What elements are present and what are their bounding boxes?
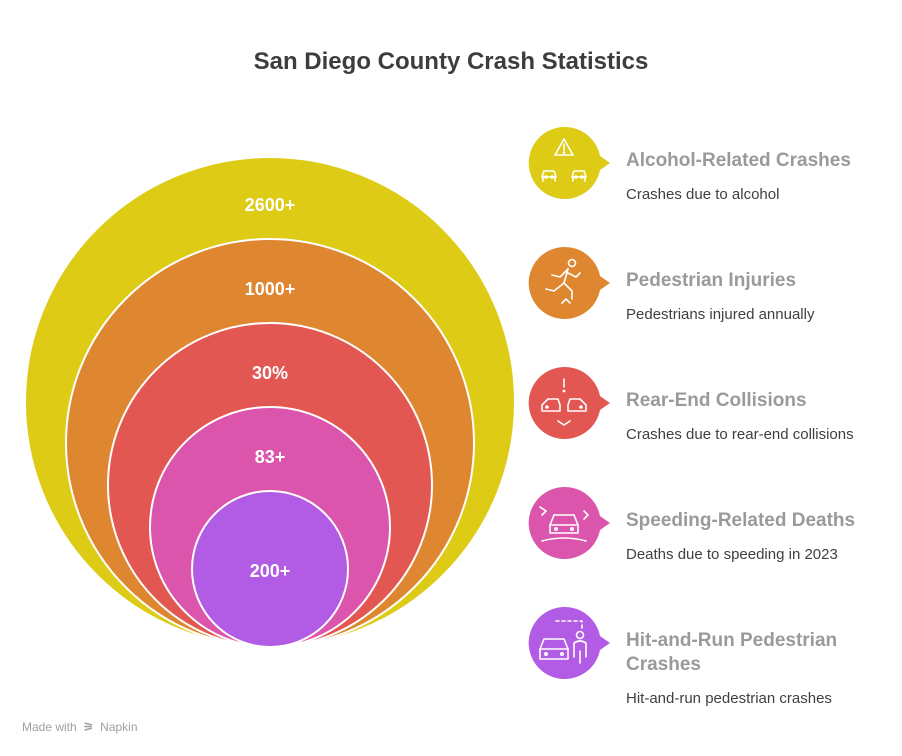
item-title: Hit-and-Run Pedestrian Crashes: [626, 630, 838, 675]
item-description: Crashes due to rear-end collisions: [626, 426, 854, 443]
item-description: Pedestrians injured annually: [626, 306, 815, 323]
footer-attribution: Made with ⚞ Napkin: [22, 720, 138, 734]
ring-label-2600: 2600+: [245, 195, 296, 215]
item-hit-and-run-pedestrian-crashes: Hit-and-Run Pedestrian Crashes Hit-and-r…: [528, 607, 898, 707]
item-title: Rear-End Collisions: [626, 390, 807, 411]
speeding-car-icon: [528, 487, 610, 559]
item-title: Pedestrian Injuries: [626, 270, 797, 291]
ring-200: 200+: [191, 490, 349, 648]
made-with-label: Made with: [22, 720, 77, 734]
item-alcohol-related-crashes: Alcohol-Related Crashes Crashes due to a…: [528, 127, 898, 227]
falling-pedestrian-icon: [528, 247, 610, 319]
item-title: Alcohol-Related Crashes: [626, 150, 851, 171]
item-title: Speeding-Related Deaths: [626, 510, 856, 531]
ring-label-30-percent: 30%: [252, 363, 288, 383]
ring-label-1000: 1000+: [245, 279, 296, 299]
napkin-logo-icon: ⚞: [83, 720, 94, 734]
item-rear-end-collisions: Rear-End Collisions Crashes due to rear-…: [528, 367, 898, 467]
item-description: Hit-and-run pedestrian crashes: [626, 690, 832, 707]
page-title: San Diego County Crash Statistics: [253, 48, 649, 75]
ring-label-83: 83+: [255, 447, 286, 467]
item-description: Crashes due to alcohol: [626, 186, 780, 203]
ring-label-200: 200+: [250, 561, 291, 581]
item-speeding-related-deaths: Speeding-Related Deaths Deaths due to sp…: [528, 487, 898, 587]
hit-and-run-icon: [528, 607, 610, 679]
rear-end-collision-icon: [528, 367, 610, 439]
brand-name: Napkin: [100, 720, 138, 734]
item-description: Deaths due to speeding in 2023: [626, 546, 838, 563]
alcohol-warning-cars-icon: [528, 127, 610, 199]
item-pedestrian-injuries: Pedestrian Injuries Pedestrians injured …: [528, 247, 898, 347]
